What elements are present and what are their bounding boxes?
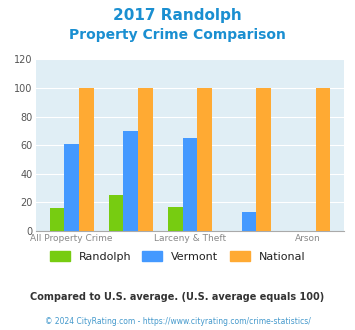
Text: Compared to U.S. average. (U.S. average equals 100): Compared to U.S. average. (U.S. average … (31, 292, 324, 302)
Bar (79, 88, 94, 231)
Legend: Randolph, Vermont, National: Randolph, Vermont, National (45, 247, 310, 267)
Bar (138, 88, 153, 231)
Bar (316, 88, 330, 231)
Bar (64, 144, 79, 231)
Bar (242, 213, 256, 231)
Bar (109, 195, 124, 231)
Bar (124, 131, 138, 231)
Text: 2017 Randolph: 2017 Randolph (113, 8, 242, 23)
Bar (182, 138, 197, 231)
Text: Property Crime Comparison: Property Crime Comparison (69, 28, 286, 42)
Text: © 2024 CityRating.com - https://www.cityrating.com/crime-statistics/: © 2024 CityRating.com - https://www.city… (45, 317, 310, 326)
Bar (168, 207, 182, 231)
Bar (197, 88, 212, 231)
Bar (50, 208, 64, 231)
Bar (256, 88, 271, 231)
